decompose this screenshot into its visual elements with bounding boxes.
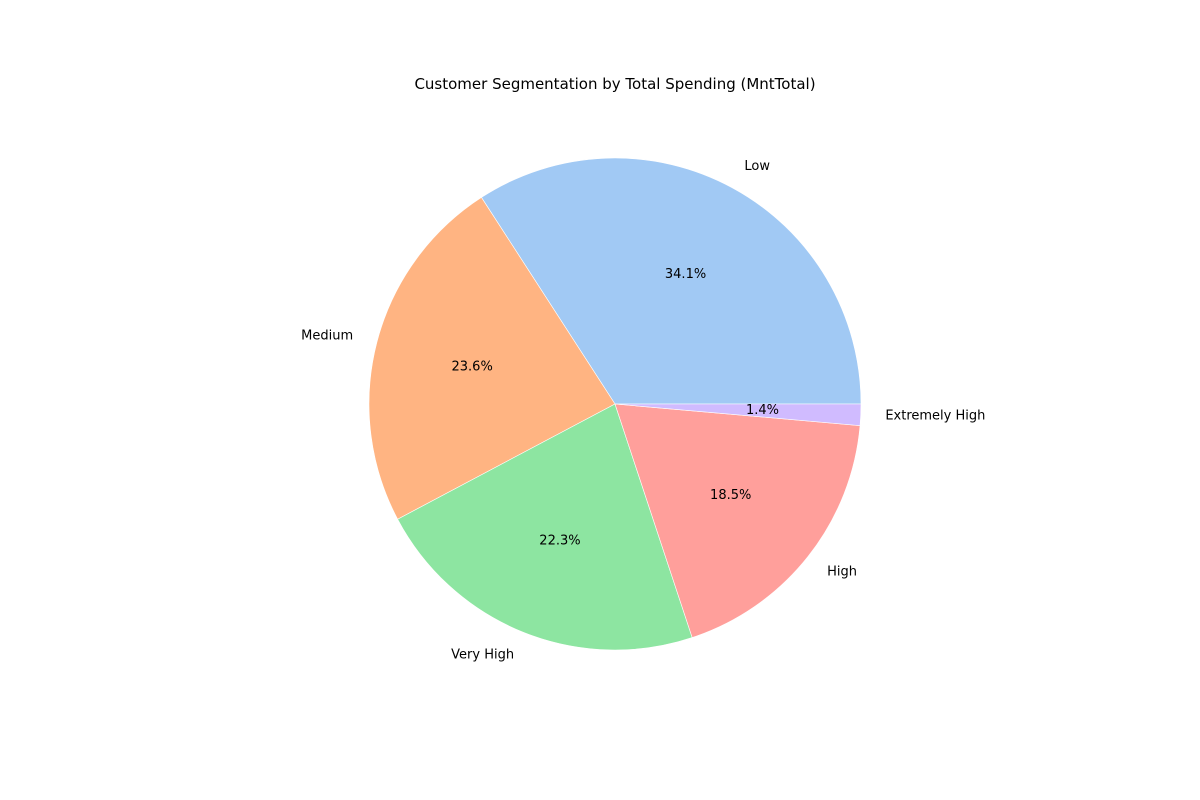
slice-label-low: Low: [744, 159, 770, 174]
pie-slice-medium: [368, 196, 616, 520]
pie-labels: Low 34.1% Medium 23.6% Very High 22.3% High 18.…: [301, 159, 985, 663]
slice-label-high: High: [827, 565, 857, 580]
slice-percent-very-high: 22.3%: [539, 533, 580, 548]
slice-label-medium: Medium: [301, 328, 353, 343]
slice-label-extremely-high: Extremely High: [885, 408, 985, 423]
slice-label-very-high: Very High: [451, 648, 514, 663]
chart-title: Customer Segmentation by Total Spending …: [414, 75, 815, 93]
slice-percent-extremely-high: 1.4%: [746, 403, 779, 418]
pie-slices: [368, 157, 862, 651]
pie-slice-extremely-high: [614, 403, 862, 426]
slice-percent-medium: 23.6%: [452, 359, 493, 374]
pie-slice-high: [614, 403, 861, 638]
pie-slice-very-high: [397, 403, 693, 651]
pie-slice-low: [481, 157, 862, 405]
slice-percent-low: 34.1%: [665, 267, 706, 282]
slice-percent-high: 18.5%: [710, 488, 751, 503]
